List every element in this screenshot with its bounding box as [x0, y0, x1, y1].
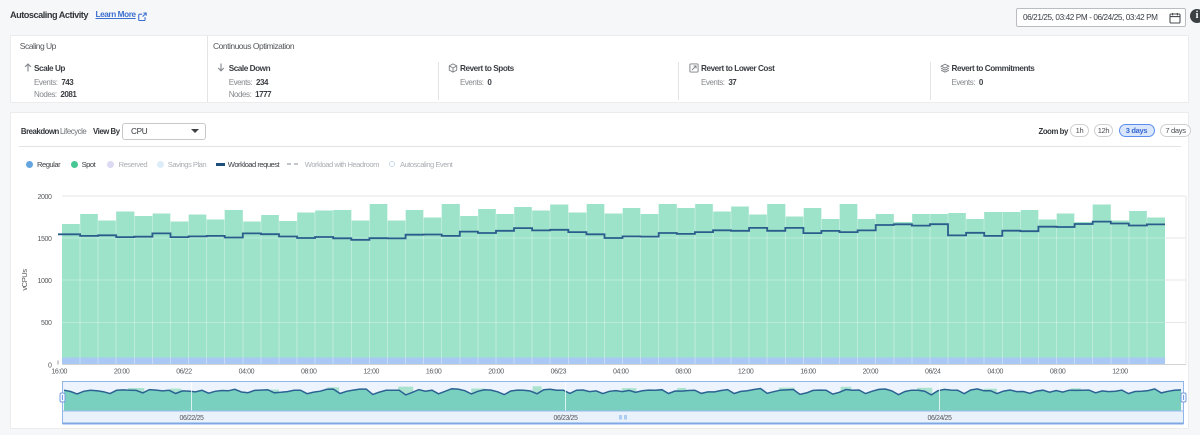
svg-text:06/24: 06/24 [925, 369, 941, 376]
svg-text:04:00: 04:00 [987, 369, 1003, 376]
svg-text:20:00: 20:00 [114, 369, 130, 376]
svg-text:04:00: 04:00 [613, 369, 629, 376]
svg-text:08:00: 08:00 [675, 369, 691, 376]
svg-text:vCPUs: vCPUs [20, 269, 29, 291]
svg-text:2000: 2000 [38, 194, 52, 201]
svg-text:12:00: 12:00 [738, 369, 754, 376]
svg-text:04:00: 04:00 [239, 369, 255, 376]
svg-text:0: 0 [48, 362, 52, 369]
svg-text:16:00: 16:00 [426, 369, 442, 376]
svg-text:08:00: 08:00 [1050, 369, 1066, 376]
svg-text:1500: 1500 [38, 236, 52, 243]
svg-text:1000: 1000 [38, 278, 52, 285]
svg-text:20:00: 20:00 [488, 369, 504, 376]
svg-text:12:00: 12:00 [363, 369, 379, 376]
svg-text:16:00: 16:00 [51, 369, 67, 376]
svg-text:06/22: 06/22 [176, 369, 192, 376]
svg-text:06/23/25: 06/23/25 [553, 415, 578, 422]
svg-text:06/24/25: 06/24/25 [927, 415, 952, 422]
svg-text:12:00: 12:00 [1112, 369, 1128, 376]
svg-text:500: 500 [41, 320, 52, 327]
svg-text:06/23: 06/23 [551, 369, 567, 376]
svg-text:08:00: 08:00 [301, 369, 317, 376]
svg-text:06/22/25: 06/22/25 [179, 415, 204, 422]
svg-text:20:00: 20:00 [863, 369, 879, 376]
svg-text:16:00: 16:00 [800, 369, 816, 376]
